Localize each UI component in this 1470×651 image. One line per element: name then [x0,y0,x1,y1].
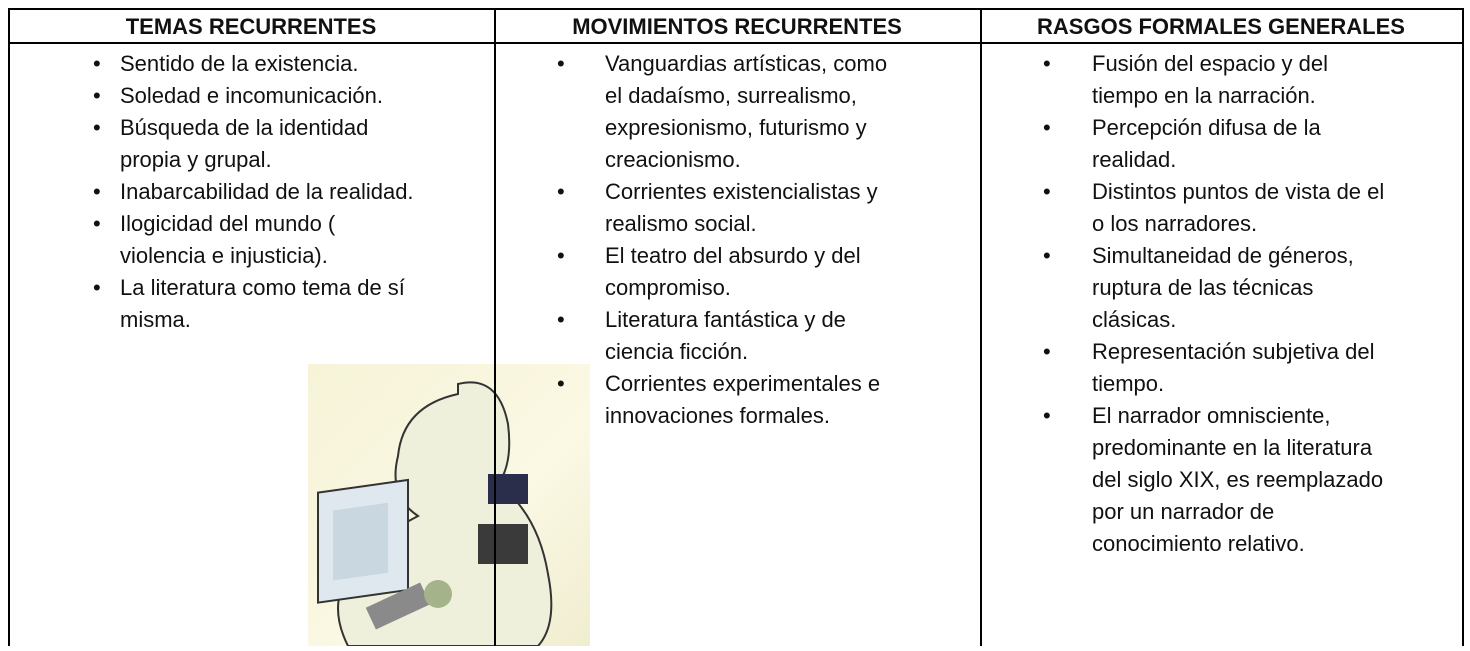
bullet: • [557,243,565,268]
list-item-line: Ilogicidad del mundo ( [120,211,336,236]
list-item-line: creacionismo. [605,147,741,172]
bullet: • [1043,403,1051,428]
list-item-line: Representación subjetiva del [1092,339,1375,364]
bullet: • [557,371,565,396]
list-item-line: Literatura fantástica y de [605,307,846,332]
list-item-line: Corrientes existencialistas y [605,179,878,204]
list-item-line: el dadaísmo, surrealismo, [605,83,857,108]
list-item-line: innovaciones formales. [605,403,831,428]
bullet: • [1043,115,1051,140]
column-header: MOVIMIENTOS RECURRENTES [572,14,902,39]
bullet: • [557,179,565,204]
list-item-line: Inabarcabilidad de la realidad. [120,179,414,204]
list-item-line: Distintos puntos de vista de el [1092,179,1385,204]
list-item-line: realidad. [1092,147,1177,172]
list-item-line: expresionismo, futurismo y [605,115,867,140]
list-item-line: violencia e injusticia). [120,243,328,268]
list-item-line: Búsqueda de la identidad [120,115,369,140]
list-item-line: realismo social. [605,211,757,236]
list-item-line: misma. [120,307,191,332]
row-border [8,8,1464,10]
list-item-line: Percepción difusa de la [1092,115,1321,140]
list-item-line: ciencia ficción. [605,339,749,364]
list-item-line: Fusión del espacio y del [1092,51,1329,76]
bullet: • [93,83,101,108]
bullet: • [1043,339,1051,364]
column-border [8,8,10,646]
list-item-line: Sentido de la existencia. [120,51,359,76]
list-item-line: El teatro del absurdo y del [605,243,861,268]
list-item-line: clásicas. [1092,307,1177,332]
list-item-line: Simultaneidad de géneros, [1092,243,1354,268]
list-item-line: conocimiento relativo. [1092,531,1305,556]
bullet: • [1043,243,1051,268]
bullet: • [93,51,101,76]
list-item-line: predominante en la literatura [1092,435,1373,460]
column-border [494,8,496,646]
bullet: • [557,51,565,76]
list-item-line: ruptura de las técnicas [1092,275,1314,300]
list-item-line: El narrador omnisciente, [1092,403,1331,428]
list-item-line: Vanguardias artísticas, como [605,51,888,76]
list-item-line: Corrientes experimentales e [605,371,881,396]
bullet: • [93,115,101,140]
bullet: • [1043,179,1051,204]
column-header: RASGOS FORMALES GENERALES [1037,14,1405,39]
column-border [1462,8,1464,646]
bullet: • [1043,51,1051,76]
list-item-line: por un narrador de [1092,499,1275,524]
column-header: TEMAS RECURRENTES [125,14,377,39]
bullet: • [557,307,565,332]
bullet: • [93,275,101,300]
row-border [8,42,1464,44]
illustration-drawing [317,381,553,647]
list-item-line: tiempo. [1092,371,1165,396]
column-border [980,8,982,646]
bullet: • [93,211,101,236]
list-item-line: propia y grupal. [120,147,272,172]
list-item-line: La literatura como tema de sí [120,275,405,300]
list-item-line: o los narradores. [1092,211,1258,236]
list-item-line: Soledad e incomunicación. [120,83,383,108]
list-item-line: tiempo en la narración. [1092,83,1316,108]
bullet: • [93,179,101,204]
list-item-line: compromiso. [605,275,731,300]
list-item-line: del siglo XIX, es reemplazado [1092,467,1384,492]
illustration [308,364,590,647]
